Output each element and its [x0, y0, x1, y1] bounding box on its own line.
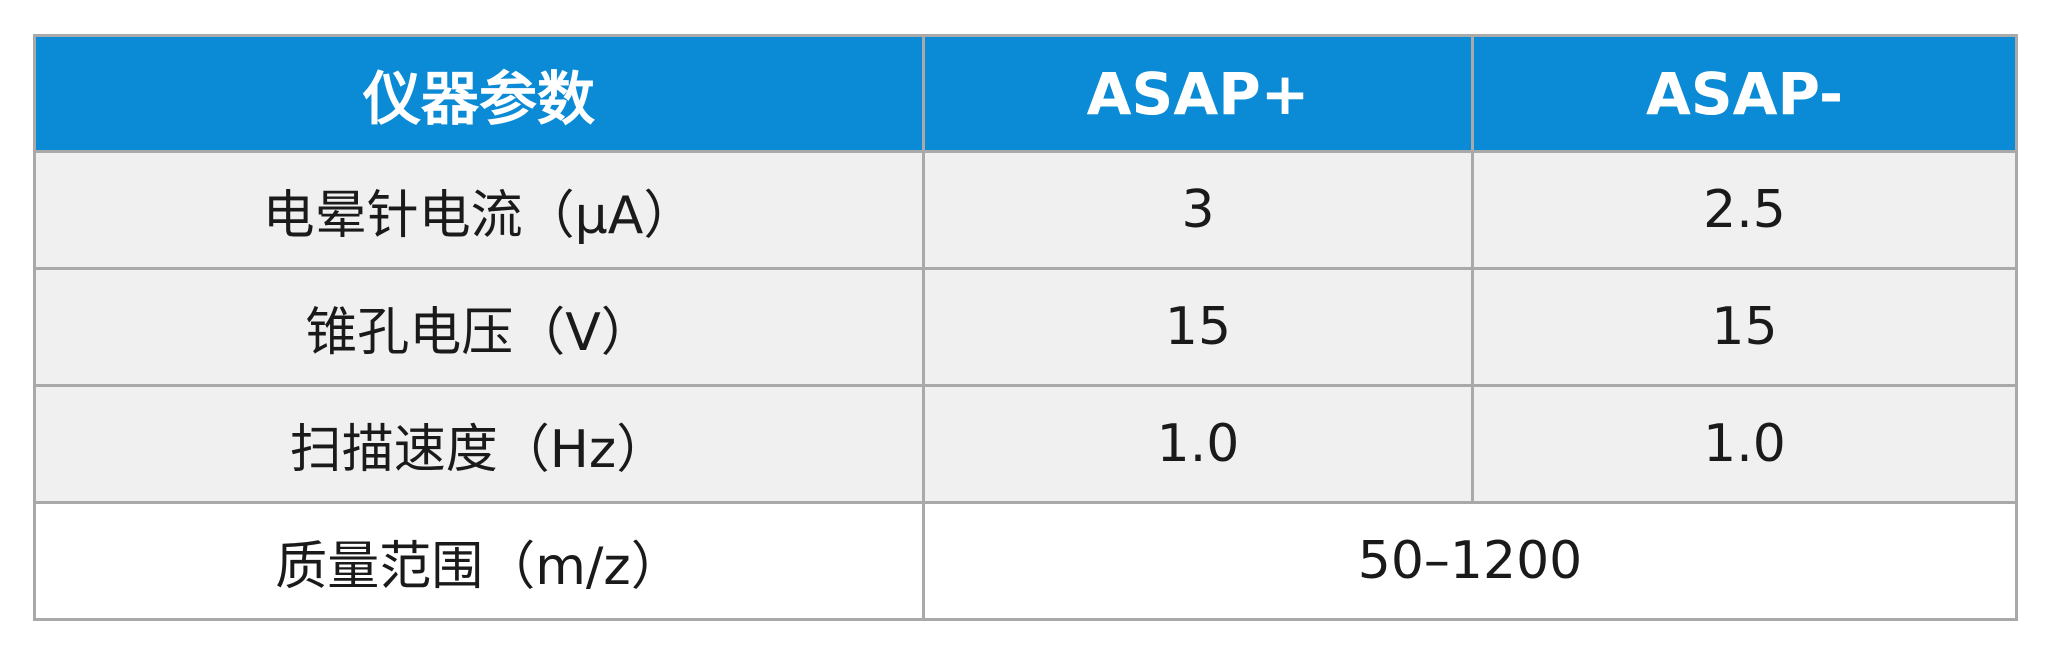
- parameter-table-container: 仪器参数 ASAP+ ASAP- 电晕针电流（μA） 3 2.5 锥孔电压（V）…: [33, 34, 2018, 621]
- param-cell: 电晕针电流（μA）: [33, 150, 925, 270]
- asap-plus-cell: 1.0: [922, 384, 1474, 504]
- header-asap-plus: ASAP+: [922, 34, 1474, 153]
- table-header: 仪器参数 ASAP+ ASAP-: [33, 34, 2018, 153]
- merged-value-cell: 50–1200: [922, 501, 2018, 621]
- table-row: 质量范围（m/z） 50–1200: [33, 501, 2018, 621]
- table-body: 电晕针电流（μA） 3 2.5 锥孔电压（V） 15 15 扫描速度（Hz） 1…: [33, 150, 2018, 621]
- header-param: 仪器参数: [33, 34, 925, 153]
- param-cell: 锥孔电压（V）: [33, 267, 925, 387]
- param-cell: 扫描速度（Hz）: [33, 384, 925, 504]
- table-row: 锥孔电压（V） 15 15: [33, 267, 2018, 387]
- asap-minus-cell: 2.5: [1471, 150, 2018, 270]
- table-row: 电晕针电流（μA） 3 2.5: [33, 150, 2018, 270]
- asap-plus-cell: 15: [922, 267, 1474, 387]
- header-asap-minus: ASAP-: [1471, 34, 2018, 153]
- param-cell: 质量范围（m/z）: [33, 501, 925, 621]
- instrument-parameter-table: 仪器参数 ASAP+ ASAP- 电晕针电流（μA） 3 2.5 锥孔电压（V）…: [33, 34, 2018, 621]
- asap-plus-cell: 3: [922, 150, 1474, 270]
- asap-minus-cell: 1.0: [1471, 384, 2018, 504]
- table-row: 扫描速度（Hz） 1.0 1.0: [33, 384, 2018, 504]
- header-row: 仪器参数 ASAP+ ASAP-: [33, 34, 2018, 153]
- asap-minus-cell: 15: [1471, 267, 2018, 387]
